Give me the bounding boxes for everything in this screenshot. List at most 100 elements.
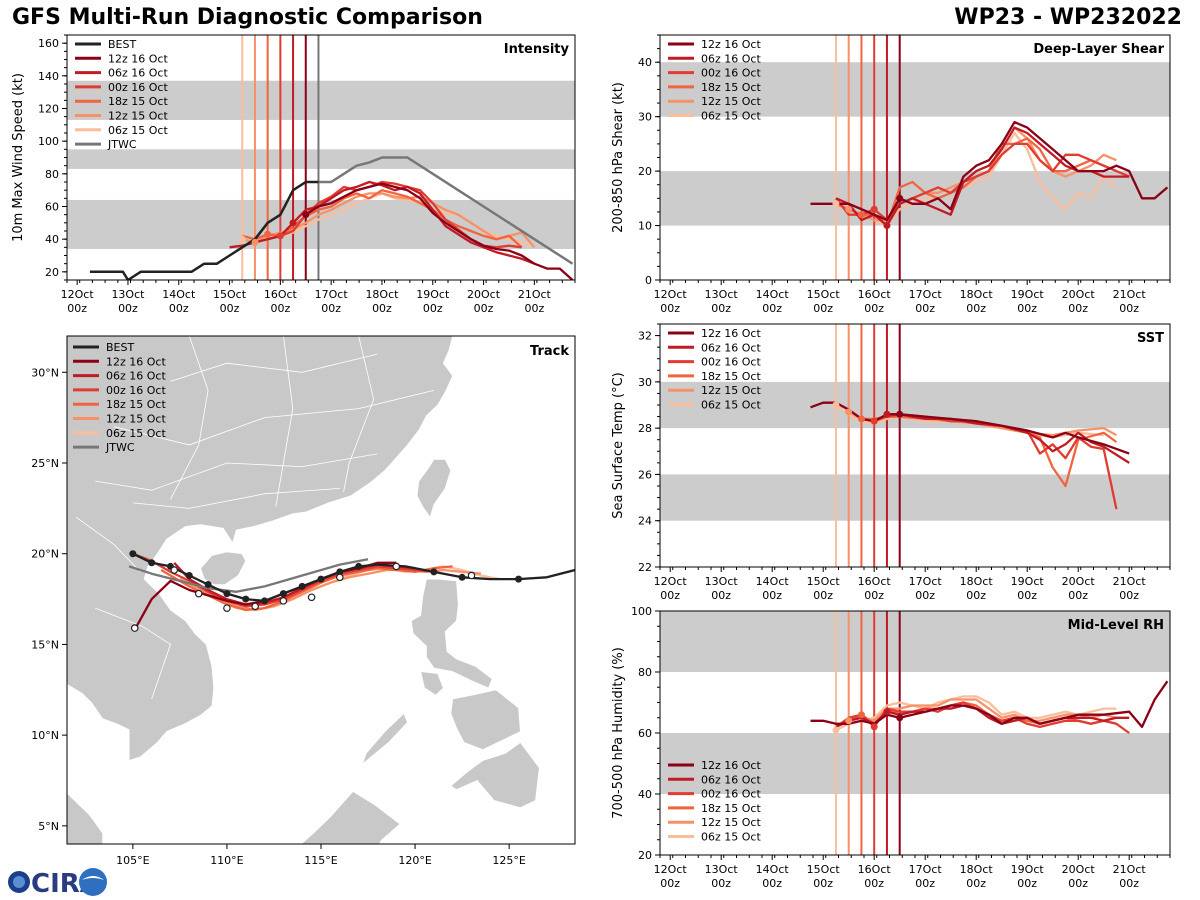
intensity-line-jtwc [318,156,574,265]
intensity-xtick-sublabel: 00z [423,302,443,315]
sst-init-point-06z-16-oct [883,410,891,418]
intensity-band-0 [67,199,575,249]
sst-legend-label: 18z 15 Oct [701,370,761,383]
forecast-track-point [336,573,344,582]
shear-xtick-sublabel: 00z [966,302,986,315]
intensity-xtick-label: 17Oct [315,288,349,301]
intensity-line-18z-15-oct [242,189,523,249]
sst-legend-label: 00z 16 Oct [701,356,761,369]
best-track-point [515,575,523,583]
forecast-track-point [223,604,231,612]
rh-xtick-label: 17Oct [909,863,943,876]
rh-init-point-00z-16-oct [870,723,878,731]
rh-legend-label: 06z 16 Oct [701,773,761,786]
sst-legend-label: 12z 15 Oct [701,384,761,397]
rh-line-06z-15-oct [835,695,1117,732]
track-legend-label: 12z 15 Oct [106,413,166,426]
shear-line-12z-16-oct [810,120,1169,222]
intensity-xtick-label: 14Oct [162,288,196,301]
forecast-track-point [392,562,401,571]
rh-ytick-label: 100 [631,605,652,618]
intensity-legend-label: 18z 15 Oct [108,95,168,108]
sst-band-0 [660,474,1170,521]
sst-init-point-06z-15-oct [832,401,840,409]
borneo [300,790,401,844]
shear-xtick-label: 15Oct [807,288,841,301]
admin-border-4 [170,336,209,500]
shear-xtick-sublabel: 00z [915,302,935,315]
rh-xtick-label: 20Oct [1062,863,1096,876]
luzon-island [410,578,493,689]
admin-border-3 [132,488,340,509]
rh-series-group [810,680,1169,734]
cira-globe-swoosh [82,876,104,880]
intensity-legend-label: JTWC [107,138,137,151]
shear-ytick-label: 10 [638,220,652,233]
rh-line-12z-16-oct [810,680,1169,729]
rh-legend-label: 06z 15 Oct [701,831,761,844]
intensity-legend-label: 06z 16 Oct [108,67,168,80]
forecast-track-point [130,624,139,632]
sst-xtick-sublabel: 00z [1017,589,1037,600]
intensity-band-1 [67,149,575,169]
intensity-xtick-sublabel: 00z [118,302,138,315]
best-track-point [279,590,287,598]
shear-init-point-06z-16-oct [883,222,891,230]
shear-xtick-sublabel: 00z [1068,302,1088,315]
rh-init-point-18z-15-oct [857,711,865,719]
shear-init-point-06z-15-oct [832,200,840,208]
sst-line-12z-16-oct [810,401,1130,455]
sst-ytick-label: 22 [638,561,652,574]
shear-band-1 [660,62,1170,117]
sst-ytick-label: 30 [638,376,652,389]
shear-legend-label: 00z 16 Oct [701,67,761,80]
intensity-xtick-label: 19Oct [416,288,450,301]
rh-xtick-sublabel: 00z [813,877,833,890]
rh-xtick-sublabel: 00z [711,877,731,890]
intensity-xtick-sublabel: 00z [321,302,341,315]
sst-xtick-sublabel: 00z [660,589,680,600]
track-ytick-label: 30°N [31,366,59,379]
track-map-content [67,336,575,844]
admin-border-0 [113,390,434,446]
intensity-ytick-label: 160 [38,37,59,50]
shear-xtick-sublabel: 00z [1017,302,1037,315]
track-panel-title: Track [530,344,569,359]
intensity-ytick-label: 60 [45,201,59,214]
rh-ytick-label: 20 [638,849,652,862]
intensity-xtick-sublabel: 00z [220,302,240,315]
shear-xtick-sublabel: 00z [813,302,833,315]
mainland-asia [67,336,454,762]
shear-xtick-label: 17Oct [909,288,943,301]
track-legend-label: 06z 16 Oct [106,370,166,383]
shear-legend-label: 18z 15 Oct [701,81,761,94]
sst-xtick-sublabel: 00z [915,589,935,600]
sst-legend-label: 06z 15 Oct [701,399,761,412]
shear-ytick-label: 40 [638,56,652,69]
malay-peninsula [67,792,104,844]
mindanao-island [450,741,540,809]
track-jtwc [128,558,369,593]
shear-xtick-label: 19Oct [1011,288,1045,301]
intensity-legend-label: 12z 16 Oct [108,52,168,65]
intensity-ylabel: 10m Max Wind Speed (kt) [11,73,26,242]
sst-legend-label: 06z 16 Oct [701,341,761,354]
shear-xtick-label: 14Oct [756,288,790,301]
sst-xtick-label: 17Oct [909,575,943,588]
sst-chart: 22242628303212Oct00z13Oct00z14Oct00z15Oc… [611,323,1171,600]
shear-xtick-label: 16Oct [858,288,892,301]
rh-legend-label: 12z 15 Oct [701,816,761,829]
sst-init-point-18z-15-oct [857,415,865,423]
sst-ytick-label: 32 [638,330,652,343]
figure-title: GFS Multi-Run Diagnostic Comparison [12,5,483,30]
sst-xtick-label: 19Oct [1011,575,1045,588]
shear-xtick-sublabel: 00z [660,302,680,315]
shear-ytick-label: 0 [645,274,652,287]
sst-init-point-12z-15-oct [845,408,853,416]
intensity-xtick-sublabel: 00z [169,302,189,315]
shear-ytick-label: 30 [638,111,652,124]
shear-init-point-12z-16-oct [896,194,904,202]
shear-xtick-label: 20Oct [1062,288,1096,301]
